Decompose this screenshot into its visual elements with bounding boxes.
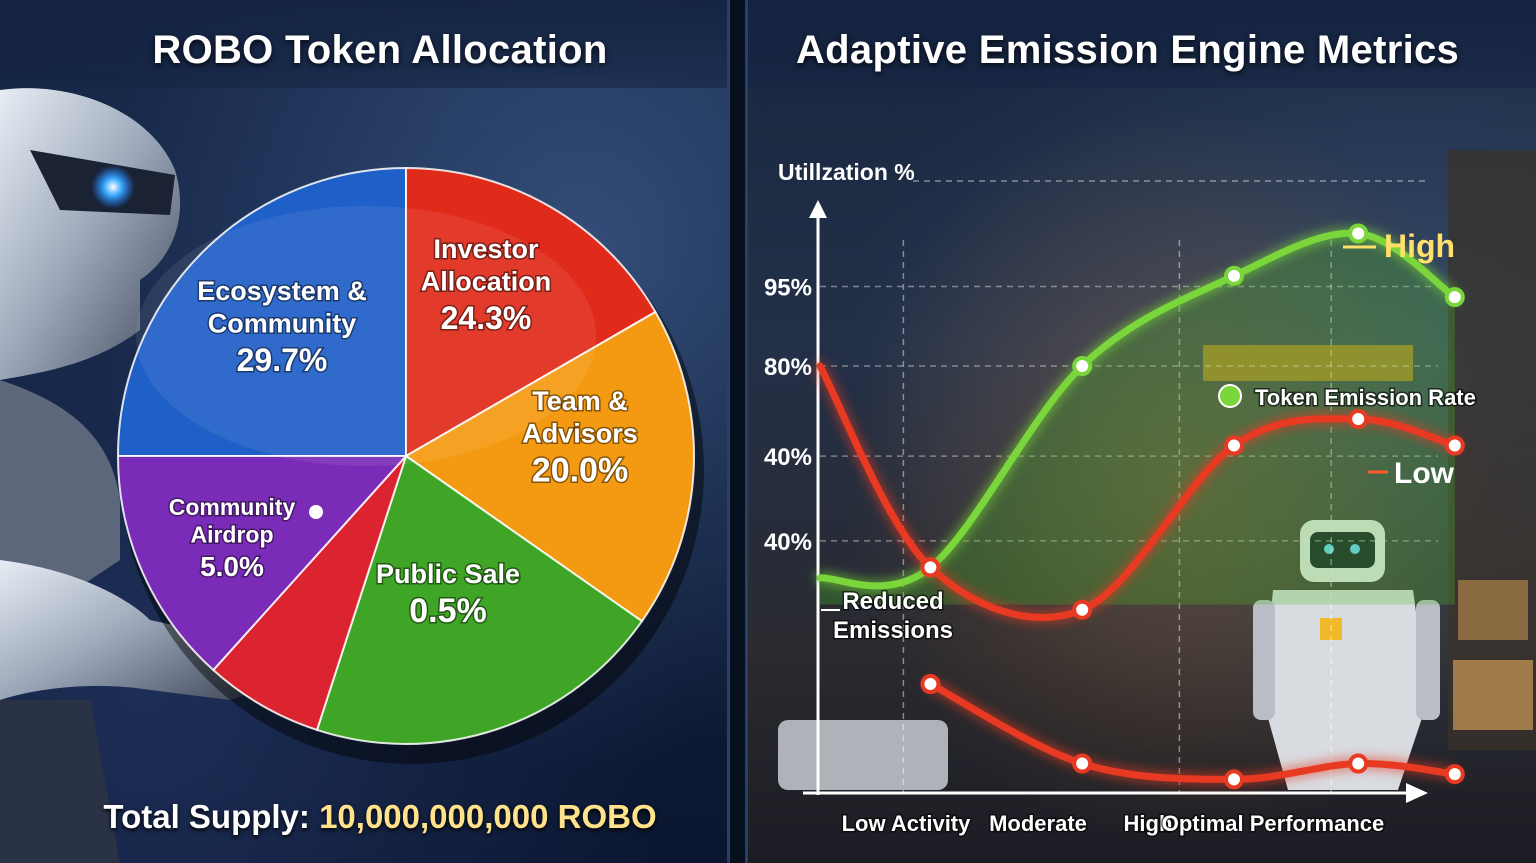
robot-arm-shape xyxy=(1253,600,1275,720)
pie-slice xyxy=(116,166,407,457)
series-point xyxy=(920,557,941,578)
total-supply: Total Supply: 10,000,000,000 ROBO xyxy=(0,798,727,836)
pie-label-line: Community xyxy=(208,308,357,338)
allocation-title: ROBO Token Allocation xyxy=(152,28,608,72)
robot-torso-shape xyxy=(1263,590,1428,790)
series-point xyxy=(1348,753,1369,774)
emission-line-chart: Utillzation % 95% 80% 40% 40% High Low Token Em… xyxy=(764,159,1477,838)
x-category-label: High xyxy=(1124,811,1173,836)
warehouse-background xyxy=(778,150,1536,790)
pie-label-line: Team & xyxy=(532,386,628,416)
x-category-label: Low Activity xyxy=(842,811,972,836)
pie-label-line: Allocation xyxy=(421,266,552,296)
pie-label-line: Community xyxy=(169,494,296,520)
total-supply-value: 10,000,000,000 ROBO xyxy=(319,798,657,835)
legend-label: Token Emission Rate xyxy=(1255,385,1476,410)
series-line xyxy=(926,680,1459,783)
robot-face-shape xyxy=(1310,532,1375,568)
series-point xyxy=(1444,435,1465,456)
legend-icon xyxy=(1218,384,1242,408)
pie-label-line: Advisors xyxy=(522,418,638,448)
left-title-bar xyxy=(0,0,727,88)
series-point xyxy=(1224,435,1244,456)
rack-shape xyxy=(1203,345,1413,381)
pie-label-line: Airdrop xyxy=(190,522,273,548)
series-point xyxy=(1348,409,1369,429)
pie-slice xyxy=(404,310,695,623)
pie-slice xyxy=(116,455,409,672)
series-point xyxy=(1224,769,1244,790)
box-shape xyxy=(1458,580,1528,640)
robot-badge-shape xyxy=(1320,618,1342,640)
pie-slice xyxy=(211,455,407,732)
pie-value-label: 29.7% xyxy=(237,342,328,378)
series-point xyxy=(1072,753,1093,774)
robot-shoulder-shape xyxy=(0,380,120,610)
robot-eye-icon xyxy=(91,165,135,209)
pie-slice xyxy=(315,454,644,745)
x-category-label: Optimal Performance xyxy=(1162,811,1385,836)
pie-label-line: Public Sale xyxy=(376,559,520,589)
y-tick-label: 40% xyxy=(764,529,812,556)
allocation-panel: ROBO Token Allocation Ecosystem & Communi… xyxy=(0,0,730,863)
robot-arm-shape xyxy=(1416,600,1440,720)
pie-gloss xyxy=(136,206,596,466)
reduced-label-line: Reduced xyxy=(842,588,943,615)
series-point xyxy=(1444,764,1465,785)
pie-chart: Ecosystem &Community29.7%InvestorAllocat… xyxy=(116,166,704,764)
series-point xyxy=(1072,356,1093,376)
series-point xyxy=(1072,599,1093,620)
pie-label-line: Investor xyxy=(433,234,539,264)
y-tick-label: 95% xyxy=(764,275,812,302)
pie-value-label: 20.0% xyxy=(532,452,628,490)
series-point xyxy=(920,674,941,694)
pie-value-label: 24.3% xyxy=(441,300,532,336)
series-point xyxy=(1224,265,1244,286)
low-label: Low xyxy=(1394,457,1455,490)
y-axis-label: Utillzation % xyxy=(778,159,915,185)
robot-illustration-left xyxy=(0,88,262,863)
y-tick-label: 80% xyxy=(764,354,812,381)
x-axis-arrow xyxy=(1406,783,1428,803)
right-title-bar xyxy=(748,0,1536,88)
series-point xyxy=(1348,223,1369,244)
robot-eye-icon xyxy=(1324,544,1334,554)
pie-value-label: 0.5% xyxy=(409,592,487,630)
cart-shape xyxy=(778,720,948,790)
robot-arm-shape xyxy=(0,560,262,700)
high-label: High xyxy=(1384,228,1455,264)
box-shape xyxy=(1453,660,1533,730)
pie-slice xyxy=(405,166,657,458)
robot-eye-icon xyxy=(1350,544,1360,554)
series-point xyxy=(1444,287,1465,308)
pie-value-label: 5.0% xyxy=(200,551,264,582)
x-category-label: Moderate xyxy=(989,811,1087,836)
reduced-label-line: Emissions xyxy=(833,617,953,644)
pie-label-line: Ecosystem & xyxy=(197,276,367,306)
emission-panel: Adaptive Emission Engine Metrics Utillza… xyxy=(745,0,1536,863)
y-axis-arrow xyxy=(809,200,827,218)
pie-marker-dot xyxy=(309,505,323,519)
robot-body-shape xyxy=(0,700,120,863)
total-supply-label: Total Supply: xyxy=(103,798,310,835)
y-tick-label: 40% xyxy=(764,444,812,471)
emission-title: Adaptive Emission Engine Metrics xyxy=(796,28,1460,72)
panel-divider xyxy=(730,0,745,863)
